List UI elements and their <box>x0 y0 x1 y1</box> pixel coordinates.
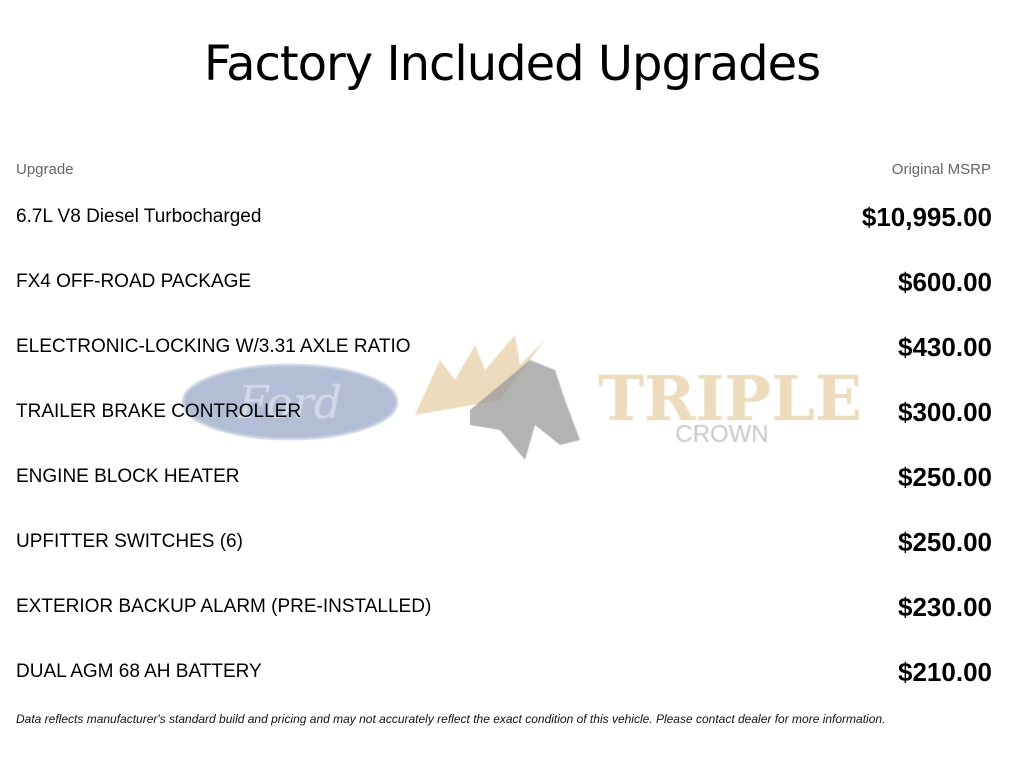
upgrade-price: $600.00 <box>898 266 992 297</box>
dealer-logo-watermark <box>170 330 890 470</box>
upgrade-name: EXTERIOR BACKUP ALARM (PRE-INSTALLED) <box>16 596 432 617</box>
column-header-upgrade: Upgrade <box>16 161 74 178</box>
table-row: DUAL AGM 68 AH BATTERY $210.00 <box>16 652 992 692</box>
upgrade-name: TRAILER BRAKE CONTROLLER <box>16 401 302 422</box>
upgrade-name: 6.7L V8 Diesel Turbocharged <box>16 206 262 227</box>
upgrade-price: $230.00 <box>898 591 992 622</box>
table-row: 6.7L V8 Diesel Turbocharged $10,995.00 <box>16 197 992 237</box>
table-row: EXTERIOR BACKUP ALARM (PRE-INSTALLED) $23… <box>16 587 992 627</box>
upgrade-price: $430.00 <box>898 331 992 362</box>
upgrade-name: UPFITTER SWITCHES (6) <box>16 531 243 552</box>
upgrade-price: $250.00 <box>898 526 992 557</box>
table-row: TRAILER BRAKE CONTROLLER $300.00 <box>16 392 992 432</box>
upgrade-price: $250.00 <box>898 461 992 492</box>
table-row: UPFITTER SWITCHES (6) $250.00 <box>16 522 992 562</box>
upgrade-name: ENGINE BLOCK HEATER <box>16 466 240 487</box>
upgrade-price: $300.00 <box>898 396 992 427</box>
page-title: Factory Included Upgrades <box>203 36 821 92</box>
table-row: ENGINE BLOCK HEATER $250.00 <box>16 457 992 497</box>
column-header-msrp: Original MSRP <box>891 161 991 178</box>
table-row: FX4 OFF-ROAD PACKAGE $600.00 <box>16 262 992 302</box>
upgrade-name: ELECTRONIC-LOCKING W/3.31 AXLE RATIO <box>16 336 411 357</box>
table-row: ELECTRONIC-LOCKING W/3.31 AXLE RATIO $430… <box>16 327 992 367</box>
upgrade-name: DUAL AGM 68 AH BATTERY <box>16 661 262 682</box>
upgrade-price: $10,995.00 <box>861 201 992 232</box>
upgrade-price: $210.00 <box>898 656 992 687</box>
disclaimer: Data reflects manufacturer's standard bu… <box>16 712 886 726</box>
upgrade-name: FX4 OFF-ROAD PACKAGE <box>16 271 252 292</box>
